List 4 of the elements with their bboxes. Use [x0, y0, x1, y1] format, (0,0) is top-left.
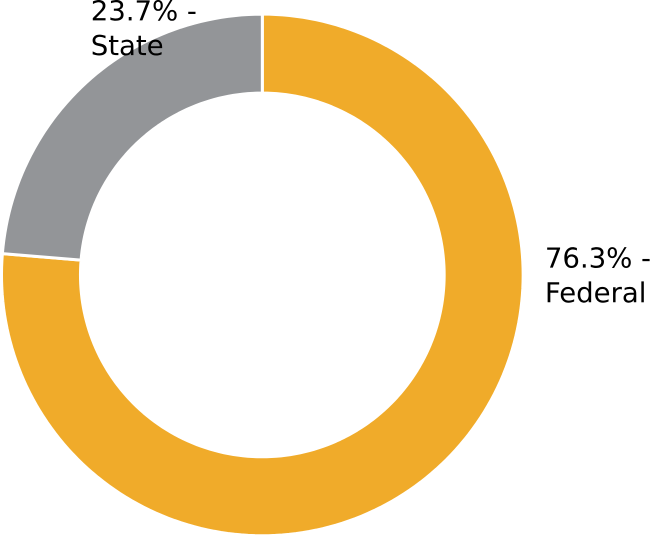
data-label: 76.3% - [547, 247, 650, 268]
slice-label: Federal [548, 281, 644, 303]
data-label: 23.7% - [92, 0, 196, 21]
slice-label: State [92, 34, 162, 56]
